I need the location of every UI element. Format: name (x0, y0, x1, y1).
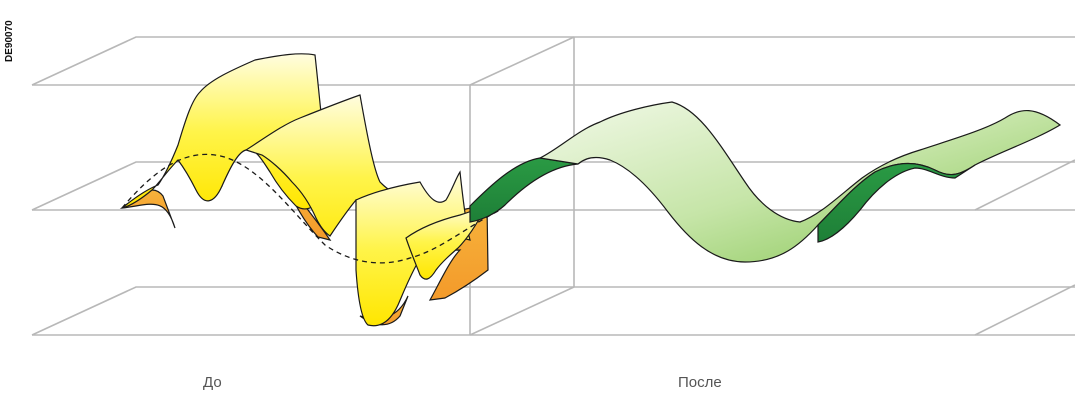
clean-wave-dark-edge (469, 157, 579, 223)
figure-reference-code: DE90070 (4, 20, 15, 62)
caption-before: До (203, 374, 222, 391)
distorted-wave-back-face (119, 189, 176, 229)
distorted-wave-front-face (121, 53, 331, 210)
clean-wave-front-face (538, 101, 1062, 263)
grid-planes (31, 36, 1075, 336)
caption-after: После (678, 374, 722, 391)
clean-wave-ribbon (469, 101, 1062, 263)
clean-wave-lower-edge (817, 162, 976, 243)
distorted-wave-ribbon (119, 53, 489, 327)
fundamental-dashed-sine (121, 153, 501, 264)
